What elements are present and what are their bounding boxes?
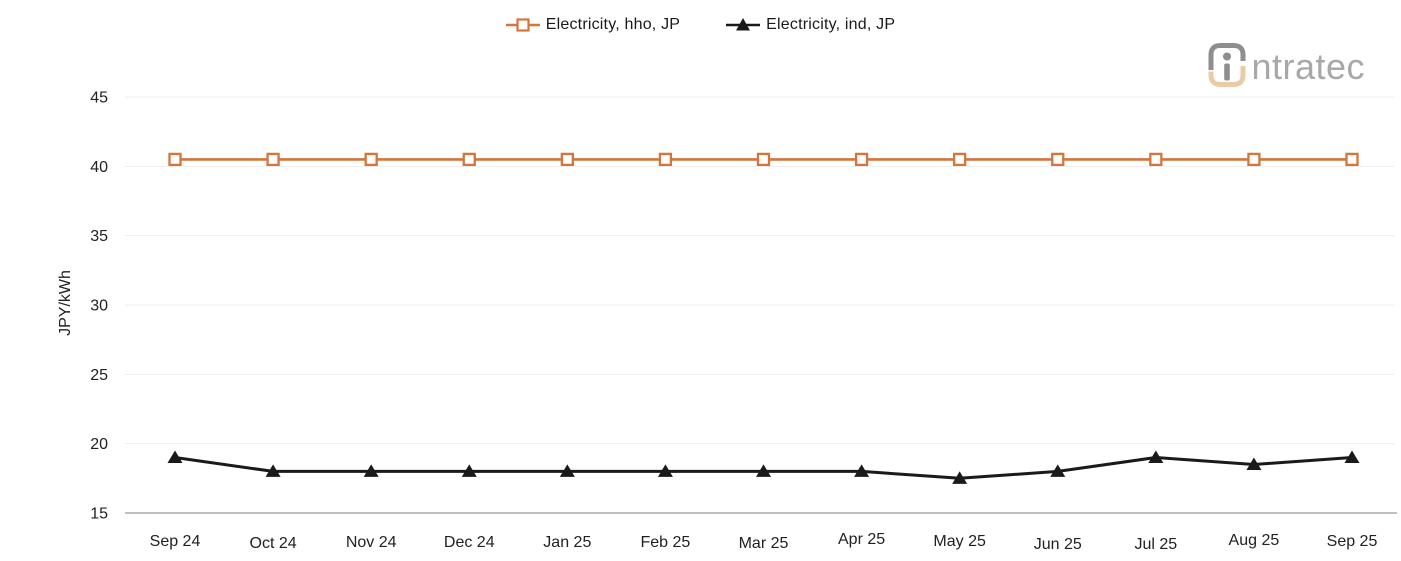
marker-square — [658, 152, 673, 167]
legend-marker-square-icon — [505, 18, 540, 32]
x-tick-label: Apr 25 — [838, 531, 885, 548]
intratec-logo-text: ntratec — [1251, 46, 1365, 87]
marker-triangle — [1050, 464, 1066, 477]
marker-square — [168, 152, 182, 167]
legend-label-ind: Electricity, ind, JP — [766, 16, 896, 33]
intratec-logo-icon — [1208, 43, 1246, 87]
marker-triangle — [657, 464, 673, 477]
marker-square — [266, 152, 280, 167]
marker-triangle — [1148, 450, 1164, 464]
marker-triangle — [1344, 450, 1360, 464]
x-tick-label: Feb 25 — [641, 534, 691, 551]
x-tick-label: Sep 25 — [1327, 533, 1378, 550]
y-tick-label: 35 — [90, 228, 108, 245]
y-tick-label: 15 — [90, 506, 108, 523]
x-tick-label: Oct 24 — [250, 535, 297, 552]
marker-square — [462, 152, 476, 167]
marker-triangle — [167, 450, 183, 464]
x-tick-label: Sep 24 — [150, 533, 201, 550]
marker-triangle — [363, 464, 379, 477]
x-tick-label: Jul 25 — [1134, 536, 1177, 553]
marker-triangle — [952, 471, 968, 484]
chart-legend: Electricity, hho, JP Electricity, ind, J… — [0, 16, 1401, 34]
marker-square — [854, 152, 869, 167]
x-tick-label: May 25 — [933, 533, 986, 550]
x-tick-label: Dec 24 — [444, 534, 495, 551]
marker-triangle — [756, 464, 771, 477]
marker-triangle — [559, 464, 575, 477]
marker-triangle — [461, 464, 477, 477]
y-tick-label: 20 — [90, 436, 108, 453]
legend-label-hho: Electricity, hho, JP — [545, 16, 681, 33]
marker-triangle — [265, 464, 281, 477]
marker-square — [1345, 152, 1359, 167]
y-tick-label: 45 — [90, 90, 108, 107]
x-tick-label: Mar 25 — [739, 535, 789, 552]
x-tick-label: Jun 25 — [1034, 536, 1082, 553]
y-tick-label: 40 — [90, 159, 108, 176]
legend-item-ind: Electricity, ind, JP — [726, 16, 895, 34]
marker-square — [364, 152, 378, 167]
intratec-logo: ntratec — [1204, 38, 1365, 92]
x-tick-label: Aug 25 — [1229, 532, 1280, 549]
y-tick-label: 30 — [90, 298, 108, 315]
marker-square — [953, 152, 967, 167]
marker-square — [1149, 152, 1163, 167]
marker-square — [560, 152, 574, 167]
marker-triangle — [854, 464, 870, 477]
y-tick-label: 25 — [90, 367, 108, 384]
marker-square — [756, 152, 771, 167]
marker-square — [1247, 152, 1261, 167]
x-tick-label: Nov 24 — [346, 534, 397, 551]
legend-marker-triangle-icon — [726, 18, 761, 31]
marker-square — [1051, 152, 1065, 167]
x-tick-label: Jan 25 — [543, 534, 591, 551]
marker-triangle — [1246, 457, 1262, 470]
legend-item-hho: Electricity, hho, JP — [505, 16, 681, 34]
